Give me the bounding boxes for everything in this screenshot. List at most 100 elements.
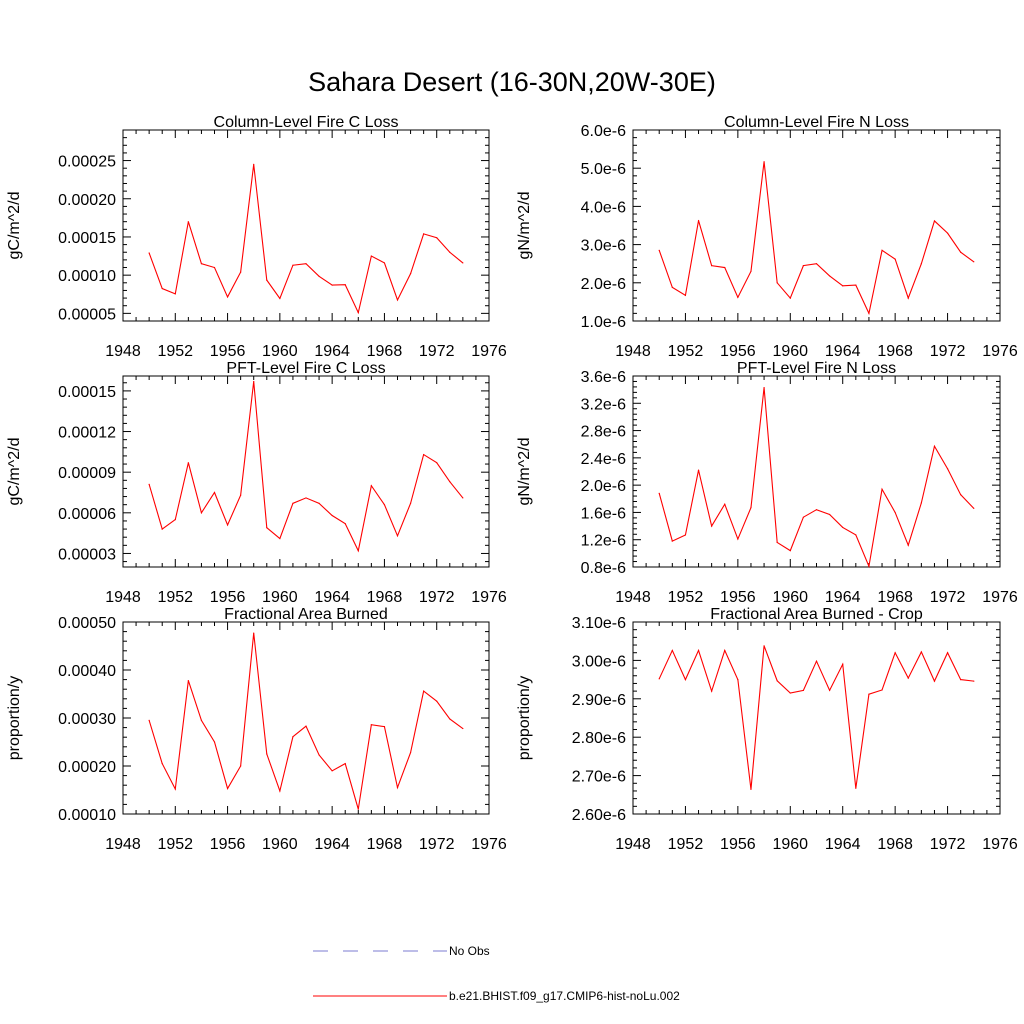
data-point [894, 258, 896, 260]
data-point [213, 491, 216, 494]
x-tick-label: 1956 [210, 343, 246, 360]
data-point [894, 652, 896, 654]
y-tick-label: 3.00e-6 [572, 653, 626, 670]
data-point [750, 270, 752, 272]
panels: Column-Level Fire C Loss gC/m^2/d 1948 1952… [6, 114, 1018, 853]
data-point [423, 453, 425, 456]
data-point [436, 700, 438, 702]
x-tick-label: 1948 [105, 343, 141, 360]
data-point [842, 285, 844, 287]
data-point [868, 312, 870, 314]
data-point [907, 297, 909, 299]
data-point [148, 483, 150, 485]
data-point [357, 808, 359, 810]
data-point [370, 255, 372, 257]
data-point [881, 689, 883, 691]
data-point [370, 485, 372, 487]
data-point [868, 565, 870, 567]
data-point [907, 677, 909, 679]
figure-title: Sahara Desert (16-30N,20W-30E) [308, 67, 716, 97]
data-point [815, 509, 818, 511]
data-point [409, 273, 412, 275]
data-point [776, 541, 778, 544]
data-point [279, 297, 281, 300]
x-tick-label: 1948 [105, 589, 141, 606]
data-point [684, 534, 687, 536]
data-point [671, 286, 673, 288]
x-tick-label: 1968 [877, 589, 913, 606]
data-point [396, 787, 399, 789]
data-point [279, 790, 281, 792]
data-point [946, 652, 949, 654]
data-point [684, 679, 687, 681]
y-tick-label: 2.8e-6 [581, 424, 626, 441]
x-tick-label: 1964 [314, 589, 350, 606]
y-tick-label: 0.00015 [58, 384, 116, 401]
legend: No Obs b.e21.BHIST.f09_g17.CMIP6-hist-no… [313, 944, 680, 1003]
y-tick-label: 0.00025 [58, 154, 116, 171]
x-tick-label: 1956 [720, 589, 756, 606]
x-tick-label: 1960 [772, 589, 808, 606]
x-tick-label: 1964 [825, 836, 861, 853]
plot-frame [122, 621, 490, 815]
data-point [946, 468, 949, 470]
chart-panel-5: Fractional Area Burned proportion/y 1948 19… [6, 606, 507, 853]
data-point [370, 724, 372, 726]
data-point [907, 544, 909, 546]
y-axis-label: proportion/y [6, 676, 23, 761]
panel-title: PFT-Level Fire C Loss [226, 360, 385, 377]
data-point [213, 266, 216, 269]
y-tick-label: 0.00020 [58, 192, 116, 209]
data-point [148, 252, 150, 254]
y-tick-label: 0.00040 [58, 663, 116, 680]
chart-panel-4: PFT-Level Fire N Loss gN/m^2/d 1948 1952 195… [516, 360, 1018, 606]
x-tick-label: 1972 [419, 836, 455, 853]
y-tick-label: 1.6e-6 [581, 505, 626, 522]
data-point [881, 249, 883, 251]
y-tick-label: 0.00050 [58, 615, 116, 632]
data-point [240, 271, 242, 273]
data-point [933, 445, 936, 447]
data-point [802, 689, 804, 691]
x-tick-label: 1964 [314, 836, 350, 853]
data-point [973, 261, 975, 263]
series-line [658, 387, 975, 569]
y-tick-label: 0.00006 [58, 506, 116, 523]
y-tick-label: 1.2e-6 [581, 533, 626, 550]
data-point [697, 649, 700, 652]
data-point [226, 296, 229, 298]
data-point [213, 741, 216, 743]
x-tick-label: 1956 [720, 343, 756, 360]
chart-panel-6: Fractional Area Burned - Crop proportion/… [516, 606, 1018, 853]
data-point [789, 297, 791, 299]
data-point [802, 265, 804, 267]
data-point [842, 526, 844, 529]
x-tick-label: 1972 [930, 589, 966, 606]
data-point [829, 513, 831, 516]
data-point [200, 512, 203, 514]
data-point [253, 380, 255, 383]
legend-model-label: b.e21.BHIST.f09_g17.CMIP6-hist-noLu.002 [449, 989, 680, 1003]
data-point [148, 719, 150, 722]
data-point [920, 502, 922, 504]
data-point [436, 237, 438, 239]
data-point [200, 263, 203, 265]
x-tick-label: 1948 [615, 836, 651, 853]
y-tick-label: 0.00010 [58, 268, 116, 285]
x-tick-label: 1956 [210, 589, 246, 606]
data-point [711, 525, 713, 527]
data-point [292, 502, 294, 504]
series-line [148, 632, 464, 810]
x-tick-label: 1968 [877, 836, 913, 853]
data-point [279, 537, 281, 540]
y-tick-label: 0.00030 [58, 711, 116, 728]
series-line [148, 164, 464, 315]
data-point [737, 538, 739, 540]
data-point [462, 727, 464, 730]
data-point [789, 692, 791, 694]
chart-panel-2: Column-Level Fire N Loss gN/m^2/d 1948 1952… [516, 114, 1018, 360]
y-tick-label: 0.00005 [58, 306, 116, 323]
data-point [187, 679, 189, 682]
x-tick-label: 1960 [772, 343, 808, 360]
